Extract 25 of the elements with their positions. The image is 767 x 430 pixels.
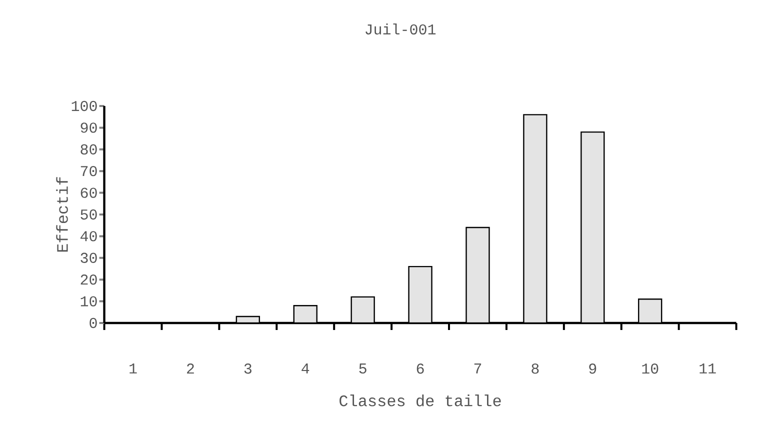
x-tick-label: 10 xyxy=(642,364,658,374)
y-tick-label: 70 xyxy=(80,166,97,176)
y-tick-label: 0 xyxy=(90,318,97,328)
chart-title: Juil-001 xyxy=(366,23,436,34)
y-tick-label: 20 xyxy=(80,274,97,285)
y-tick-label: 50 xyxy=(80,209,97,220)
x-tick-label: 4 xyxy=(302,364,310,374)
y-tick-label: 30 xyxy=(80,252,97,263)
x-tick-label: 2 xyxy=(187,364,194,374)
y-tick-label: 90 xyxy=(80,122,97,133)
x-tick-label: 11 xyxy=(700,364,716,374)
x-tick-label: 3 xyxy=(244,364,252,374)
y-tick-label: 100 xyxy=(72,100,97,112)
x-tick-label: 5 xyxy=(359,364,366,374)
x-tick-label: 1 xyxy=(130,364,137,374)
x-tick-label: 8 xyxy=(532,364,539,374)
x-tick-label: 6 xyxy=(416,364,424,374)
x-tick-label: 7 xyxy=(474,364,482,374)
y-tick-label: 80 xyxy=(80,144,97,154)
y-tick-label: 60 xyxy=(80,188,97,198)
y-axis-title: Effectif xyxy=(56,177,68,252)
x-tick-label: 9 xyxy=(589,364,596,374)
y-tick-label: 40 xyxy=(80,231,97,242)
y-tick-label: 10 xyxy=(80,296,97,306)
x-axis-title: Classes de taille xyxy=(340,394,501,406)
